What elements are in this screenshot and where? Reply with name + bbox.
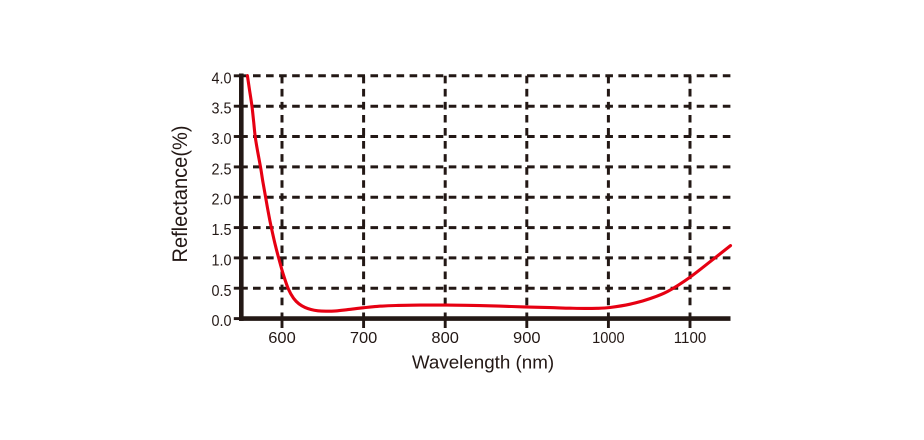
svg-text:0.5: 0.5 bbox=[212, 283, 232, 300]
svg-text:3.0: 3.0 bbox=[212, 131, 232, 148]
svg-text:1.5: 1.5 bbox=[212, 222, 232, 239]
svg-text:0.0: 0.0 bbox=[212, 313, 232, 330]
svg-text:Wavelength (nm): Wavelength (nm) bbox=[412, 352, 554, 373]
svg-text:4.0: 4.0 bbox=[212, 70, 232, 87]
svg-text:700: 700 bbox=[350, 330, 378, 347]
svg-text:1.0: 1.0 bbox=[212, 252, 232, 269]
svg-text:800: 800 bbox=[431, 330, 459, 347]
svg-text:600: 600 bbox=[268, 330, 296, 347]
svg-text:900: 900 bbox=[513, 330, 541, 347]
svg-text:3.5: 3.5 bbox=[212, 101, 232, 118]
svg-text:2.0: 2.0 bbox=[212, 192, 232, 209]
svg-text:2.5: 2.5 bbox=[212, 161, 232, 178]
svg-text:1000: 1000 bbox=[592, 330, 625, 347]
svg-text:Reflectance(%): Reflectance(%) bbox=[168, 126, 192, 263]
svg-text:1100: 1100 bbox=[674, 330, 707, 347]
